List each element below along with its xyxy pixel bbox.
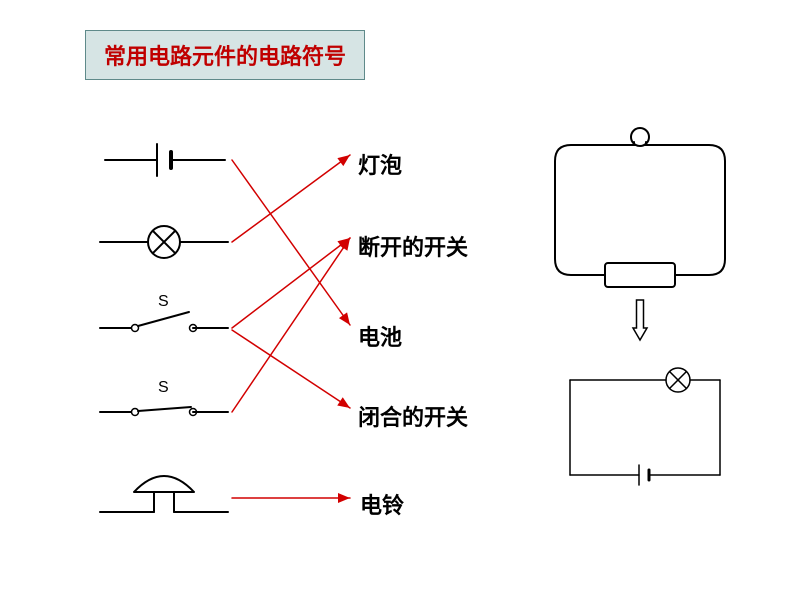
label-switch_open: 断开的开关 — [358, 230, 468, 262]
title-box: 常用电路元件的电路符号 — [85, 30, 365, 80]
svg-text:S: S — [158, 293, 169, 310]
label-bell: 电铃 — [360, 488, 404, 520]
title-text: 常用电路元件的电路符号 — [104, 44, 346, 69]
label-battery: 电池 — [358, 320, 402, 352]
svg-text:S: S — [158, 379, 169, 396]
label-switch_close: 闭合的开关 — [358, 400, 468, 432]
label-lamp: 灯泡 — [358, 148, 402, 180]
